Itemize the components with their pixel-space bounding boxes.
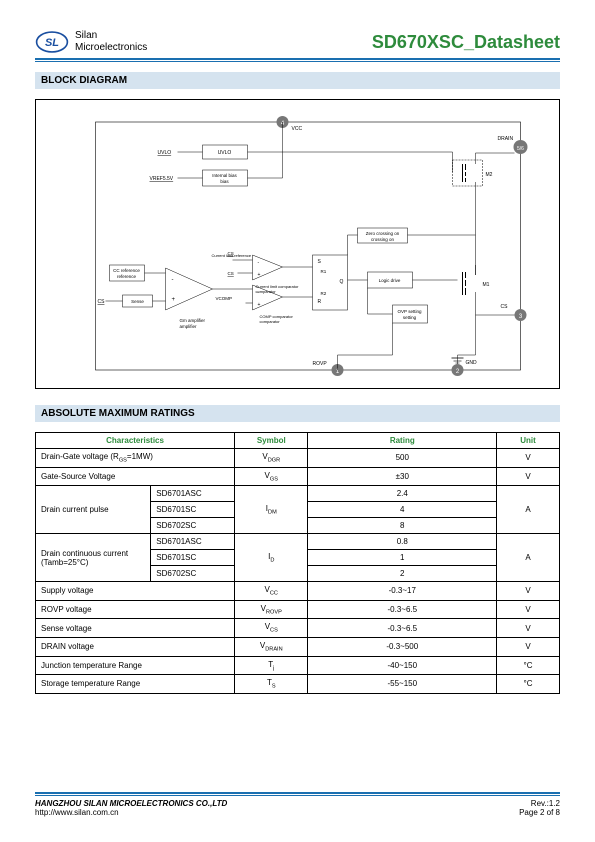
svg-text:Internal bias: Internal bias — [212, 173, 237, 178]
block-diagram: 4 VCC 5/6 DRAIN 3 CS 2 GND 1 ROVP UVLO U… — [35, 99, 560, 389]
svg-text:UVLO: UVLO — [218, 150, 232, 156]
svg-text:CS: CS — [501, 304, 509, 310]
svg-text:CC reference: CC reference — [113, 268, 140, 273]
svg-text:+: + — [258, 302, 261, 308]
svg-text:reference: reference — [117, 274, 137, 279]
table-row: Supply voltage VCC -0.3~17 V — [36, 582, 560, 601]
block-diagram-svg: 4 VCC 5/6 DRAIN 3 CS 2 GND 1 ROVP UVLO U… — [36, 100, 559, 388]
table-row: Drain continuous current(Tamb=25°C) SD67… — [36, 534, 560, 550]
footer-page: Page 2 of 8 — [519, 808, 560, 817]
svg-text:OVP setting: OVP setting — [398, 309, 422, 314]
company-line2: Microelectronics — [75, 42, 147, 54]
table-row: Sense voltage VCS -0.3~6.5 V — [36, 619, 560, 638]
footer-rule — [35, 792, 560, 796]
document-title: SD670XSC_Datasheet — [372, 32, 560, 53]
svg-text:Sense: Sense — [131, 299, 144, 304]
svg-text:R1: R1 — [321, 269, 327, 274]
svg-text:M1: M1 — [483, 282, 490, 288]
table-row: Storage temperature Range TS -55~150 °C — [36, 675, 560, 694]
svg-text:-: - — [172, 277, 174, 283]
company-name: Silan Microelectronics — [75, 30, 147, 54]
svg-text:+: + — [172, 297, 176, 303]
table-header-row: Characteristics Symbol Rating Unit — [36, 433, 560, 449]
svg-text:VCC: VCC — [292, 126, 303, 132]
svg-text:CS: CS — [98, 299, 106, 305]
footer-rev: Rev.:1.2 — [519, 799, 560, 808]
page-header: SL Silan Microelectronics SD670XSC_Datas… — [35, 30, 560, 54]
svg-text:UVLO: UVLO — [158, 150, 172, 156]
svg-text:CS: CS — [228, 271, 234, 276]
svg-text:R: R — [318, 299, 322, 305]
svg-text:VCOMP: VCOMP — [216, 296, 233, 301]
svg-text:M2: M2 — [486, 172, 493, 178]
svg-text:+: + — [258, 272, 261, 278]
footer-company: HANGZHOU SILAN MICROELECTRONICS CO.,LTD — [35, 799, 227, 808]
table-row: Gate-Source Voltage VGS ±30 V — [36, 467, 560, 486]
section-block-diagram: BLOCK DIAGRAM — [35, 72, 560, 89]
th-rating: Rating — [308, 433, 497, 449]
table-row: Junction temperature Range Tj -40~150 °C — [36, 656, 560, 675]
svg-text:crossing on: crossing on — [371, 237, 395, 242]
svg-text:SL: SL — [45, 37, 59, 49]
svg-text:comparator: comparator — [260, 319, 281, 324]
th-unit: Unit — [497, 433, 560, 449]
table-row: ROVP voltage VROVP -0.3~6.5 V — [36, 600, 560, 619]
section-abs-max: ABSOLUTE MAXIMUM RATINGS — [35, 405, 560, 422]
table-row: DRAIN voltage VDRAIN -0.3~500 V — [36, 637, 560, 656]
svg-text:Logic drive: Logic drive — [379, 278, 401, 283]
company-logo-icon: SL — [35, 31, 69, 53]
svg-text:5/6: 5/6 — [517, 146, 524, 152]
svg-text:GND: GND — [466, 360, 478, 366]
svg-text:R2: R2 — [321, 291, 327, 296]
page-footer: HANGZHOU SILAN MICROELECTRONICS CO.,LTD … — [35, 792, 560, 817]
th-symbol: Symbol — [235, 433, 308, 449]
svg-text:Gm amplifier: Gm amplifier — [180, 318, 206, 323]
svg-text:Zero crossing on: Zero crossing on — [366, 231, 400, 236]
th-characteristics: Characteristics — [36, 433, 235, 449]
svg-text:VREF5.5V: VREF5.5V — [150, 176, 174, 182]
ratings-table: Characteristics Symbol Rating Unit Drain… — [35, 432, 560, 694]
svg-text:CS: CS — [228, 251, 234, 256]
svg-text:S: S — [318, 259, 322, 265]
svg-text:-: - — [258, 260, 260, 266]
svg-text:DRAIN: DRAIN — [498, 136, 514, 142]
logo-group: SL Silan Microelectronics — [35, 30, 147, 54]
svg-text:ROVP: ROVP — [313, 361, 328, 367]
svg-text:amplifier: amplifier — [180, 324, 198, 329]
table-row: Drain current pulse SD6701ASC IDM 2.4 A — [36, 486, 560, 502]
svg-text:bias: bias — [220, 179, 229, 184]
company-line1: Silan — [75, 30, 147, 42]
svg-text:Q: Q — [340, 279, 344, 285]
svg-text:setting: setting — [403, 315, 417, 320]
header-rule — [35, 58, 560, 62]
footer-url: http://www.silan.com.cn — [35, 808, 227, 817]
table-row: Drain-Gate voltage (RGS=1MW) VDGR 500 V — [36, 449, 560, 468]
